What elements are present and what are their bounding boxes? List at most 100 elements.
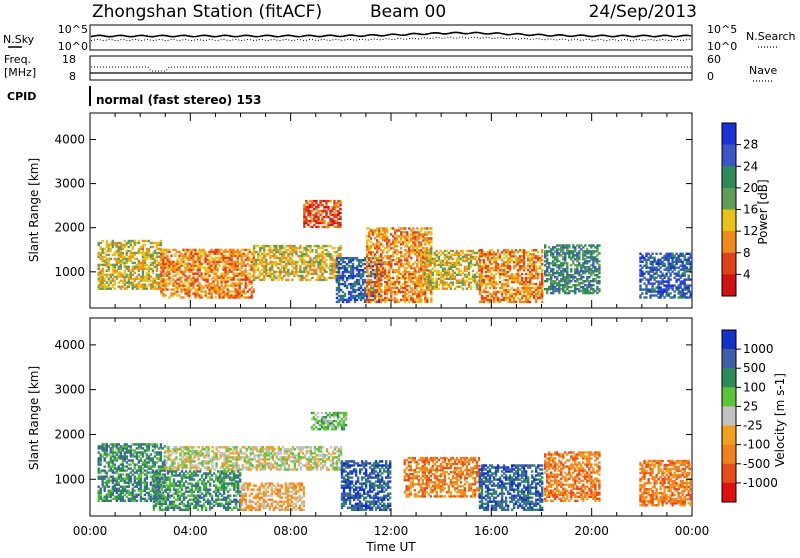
scatter-cell: [388, 239, 390, 241]
scatter-cell: [166, 288, 168, 290]
scatter-cell: [285, 271, 287, 273]
scatter-cell: [352, 263, 354, 265]
scatter-cell: [329, 200, 331, 202]
scatter-cell: [495, 287, 497, 289]
scatter-cell: [497, 249, 499, 251]
scatter-cell: [144, 244, 146, 246]
scatter-cell: [315, 279, 317, 281]
power-data-cells: [98, 200, 692, 303]
scatter-cell: [556, 282, 558, 284]
scatter-cell: [134, 240, 136, 242]
colorbar-segment: [722, 210, 736, 232]
colorbar-segment: [722, 253, 736, 275]
scatter-cell: [325, 271, 327, 273]
scatter-cell: [344, 293, 346, 295]
scatter-cell: [194, 278, 196, 280]
scatter-cell: [400, 259, 402, 261]
scatter-cell: [374, 243, 376, 245]
scatter-cell: [483, 259, 485, 261]
scatter-cell: [568, 244, 570, 246]
cpid-label: CPID: [7, 90, 36, 103]
scatter-cell: [224, 255, 226, 257]
scatter-cell: [645, 278, 647, 280]
scatter-cell: [466, 266, 468, 268]
scatter-cell: [525, 273, 527, 275]
scatter-cell: [134, 266, 136, 268]
scatter-cell: [404, 249, 406, 251]
scatter-cell: [104, 260, 106, 262]
freq-panel: Freq. [MHz] 18 8 60 0 Nave: [4, 53, 777, 83]
scatter-cell: [460, 264, 462, 266]
scatter-cell: [586, 266, 588, 268]
scatter-cell: [257, 267, 259, 269]
scatter-cell: [194, 288, 196, 290]
scatter-cell: [287, 269, 289, 271]
colorbar-segment: [722, 166, 736, 188]
scatter-cell: [104, 476, 106, 478]
y-tick-label: 1000: [54, 265, 85, 279]
scatter-cell: [208, 275, 210, 277]
cpid-text: normal (fast stereo) 153: [96, 93, 262, 107]
scatter-cell: [164, 294, 166, 296]
scatter-cell: [466, 280, 468, 282]
scatter-cell: [675, 267, 677, 269]
scatter-cell: [436, 260, 438, 262]
scatter-cell: [315, 206, 317, 208]
freq-label: Freq.: [4, 53, 31, 66]
scatter-cell: [452, 282, 454, 284]
scatter-cell: [368, 273, 370, 275]
scatter-cell: [466, 288, 468, 290]
scatter-cell: [436, 254, 438, 256]
scatter-cell: [509, 265, 511, 267]
scatter-cell: [108, 486, 110, 488]
scatter-cell: [586, 284, 588, 286]
scatter-cell: [325, 259, 327, 261]
scatter-cell: [675, 257, 677, 259]
scatter-cell: [194, 273, 196, 275]
scatter-cell: [645, 271, 647, 273]
scatter-cell: [645, 259, 647, 261]
scatter-cell: [655, 253, 657, 255]
scatter-cell: [344, 257, 346, 259]
scatter-cell: [404, 253, 406, 255]
nsearch-tick-bottom: 10^0: [707, 40, 737, 53]
scatter-cell: [285, 249, 287, 251]
scatter-cell: [285, 257, 287, 259]
scatter-cell: [194, 261, 196, 263]
scatter-cell: [495, 273, 497, 275]
velocity-data-cells: [98, 412, 692, 511]
scatter-cell: [525, 295, 527, 297]
scatter-cell: [164, 249, 166, 251]
scatter-cell: [432, 278, 434, 280]
scatter-cell: [102, 240, 104, 242]
scatter-cell: [160, 240, 162, 242]
scatter-cell: [370, 299, 372, 301]
scatter-cell: [182, 296, 184, 298]
freq-tick-top: 18: [62, 53, 76, 66]
scatter-cell: [436, 250, 438, 252]
scatter-cell: [327, 206, 329, 208]
scatter-cell: [466, 274, 468, 276]
scatter-cell: [384, 267, 386, 269]
scatter-cell: [315, 249, 317, 251]
scatter-cell: [586, 248, 588, 250]
scatter-cell: [400, 251, 402, 253]
scatter-cell: [333, 247, 335, 249]
scatter-cell: [669, 278, 671, 280]
scatter-cell: [204, 251, 206, 253]
scatter-cell: [521, 273, 523, 275]
scatter-cell: [430, 237, 432, 239]
scatter-cell: [675, 253, 677, 255]
scatter-cell: [690, 253, 692, 255]
scatter-cell: [106, 240, 108, 242]
scatter-cell: [104, 469, 106, 471]
scatter-cell: [374, 269, 376, 271]
scatter-cell: [108, 254, 110, 256]
power-colorbar-label: Power [dB]: [756, 179, 770, 244]
scatter-cell: [669, 292, 671, 294]
nsky-tick-bottom: 10^0: [58, 40, 88, 53]
scatter-cell: [315, 220, 317, 222]
scatter-cell: [104, 284, 106, 286]
scatter-cell: [436, 278, 438, 280]
